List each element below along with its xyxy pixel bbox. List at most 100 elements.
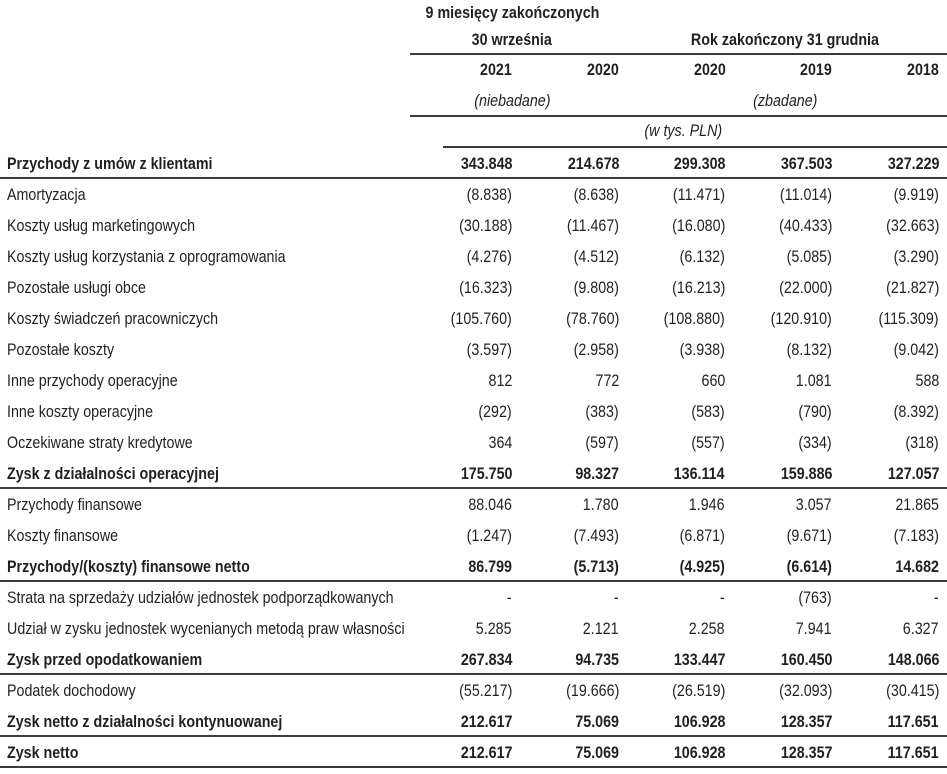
value-text: 660 (701, 371, 725, 390)
table-row: Udział w zysku jednostek wycenianych met… (0, 613, 947, 644)
row-value-col-3: (6.871) (618, 520, 725, 551)
row-label: Strata na sprzedaży udziałów jednostek p… (7, 582, 467, 613)
row-value-col-3: (583) (618, 396, 725, 427)
value-text: 117.651 (888, 743, 939, 762)
row-value-col-2: (5.713) (512, 551, 619, 582)
value-text: 212.617 (460, 743, 512, 762)
value-text: (30.188) (458, 216, 512, 235)
row-value-col-4: (763) (725, 582, 832, 613)
value-text: 367.503 (780, 154, 832, 173)
table-row: Zysk z działalności operacyjnej 175.750 98… (0, 458, 947, 489)
value-text: (7.493) (573, 526, 619, 545)
row-label-text: Oczekiwane straty kredytowe (7, 433, 193, 452)
row-label-text: Zysk netto z działalności kontynuowanej (7, 712, 283, 731)
row-value-col-3: 106.928 (618, 706, 725, 737)
value-text: 214.678 (567, 154, 619, 173)
value-text: (597) (585, 433, 619, 452)
table-row: Pozostałe usługi obce (16.323) (9.808) (16.… (0, 272, 947, 303)
row-value-col-5: 127.057 (832, 458, 939, 489)
table-row: Strata na sprzedaży udziałów jednostek p… (0, 582, 947, 613)
row-label: Udział w zysku jednostek wycenianych met… (7, 613, 480, 644)
value-text: (19.666) (565, 681, 619, 700)
value-text: 2.121 (583, 619, 619, 638)
value-text: 267.834 (460, 650, 512, 669)
row-value-col-4: 128.357 (725, 737, 832, 768)
row-label: Inne przychody operacyjne (7, 365, 210, 396)
table-row: Zysk przed opodatkowaniem 267.834 94.735 13… (0, 644, 947, 675)
row-value-col-1: (105.760) (405, 303, 512, 334)
value-text: 128.357 (780, 743, 832, 762)
row-value-col-2: - (512, 582, 619, 613)
row-label: Zysk netto z działalności kontynuowanej (7, 706, 335, 737)
row-value-col-1: 343.848 (405, 148, 512, 179)
value-text: 7.941 (796, 619, 832, 638)
value-text: 94.735 (575, 650, 619, 669)
value-text: (583) (691, 402, 725, 421)
table-row: Oczekiwane straty kredytowe 364 (597) (557)… (0, 427, 947, 458)
row-label: Amortyzacja (7, 179, 101, 210)
row-value-col-1: (1.247) (405, 520, 512, 551)
row-value-col-2: 214.678 (512, 148, 619, 179)
value-text: 127.057 (887, 464, 939, 483)
row-label-text: Podatek dochodowy (7, 681, 136, 700)
row-label: Pozostałe koszty (7, 334, 135, 365)
value-text: 772 (595, 371, 619, 390)
value-text: (6.132) (679, 247, 725, 266)
table-row: Zysk netto z działalności kontynuowanej 2… (0, 706, 947, 737)
value-text: 2.258 (689, 619, 725, 638)
row-label-text: Koszty usług marketingowych (7, 216, 196, 235)
row-value-col-2: 98.327 (512, 458, 619, 489)
value-text: 128.357 (780, 712, 832, 731)
value-text: (105.760) (450, 309, 512, 328)
value-text: 5.285 (476, 619, 512, 638)
row-value-col-4: (790) (725, 396, 832, 427)
row-value-col-1: 5.285 (405, 613, 512, 644)
value-text: 588 (915, 371, 939, 390)
value-text: (21.827) (885, 278, 939, 297)
row-value-col-5: 21.865 (832, 489, 939, 520)
row-label-text: Przychody finansowe (7, 495, 142, 514)
audited-note: (zbadane) (625, 91, 945, 111)
row-value-col-4: 159.886 (725, 458, 832, 489)
row-value-col-4: 1.081 (725, 365, 832, 396)
unit-note: (w tys. PLN) (443, 121, 923, 141)
row-value-col-2: 1.780 (512, 489, 619, 520)
year-label: 2019 (800, 60, 832, 79)
table-row: Koszty świadczeń pracowniczych (105.760) (… (0, 303, 947, 334)
row-value-col-3: (557) (618, 427, 725, 458)
row-value-col-2: (2.958) (512, 334, 619, 365)
value-text: 117.651 (888, 712, 939, 731)
row-label: Koszty usług korzystania z oprogramowani… (7, 241, 339, 272)
value-text: 212.617 (460, 712, 512, 731)
row-value-col-2: 75.069 (512, 737, 619, 768)
row-value-col-2: (11.467) (512, 210, 619, 241)
row-label: Zysk przed opodatkowaniem (7, 644, 239, 675)
row-label-text: Strata na sprzedaży udziałów jednostek p… (7, 588, 394, 607)
row-value-col-3: 106.928 (618, 737, 725, 768)
value-text: 6.327 (903, 619, 939, 638)
row-value-col-5: 327.229 (832, 148, 939, 179)
row-value-col-3: (16.080) (618, 210, 725, 241)
row-label: Koszty świadczeń pracowniczych (7, 303, 258, 334)
value-text: (78.760) (565, 309, 619, 328)
value-text: - (614, 588, 619, 607)
year-col-1: 2021 (405, 60, 512, 80)
row-label: Zysk netto (7, 737, 92, 768)
row-value-col-3: (108.880) (618, 303, 725, 334)
row-label-text: Amortyzacja (7, 185, 86, 204)
row-value-col-4: 128.357 (725, 706, 832, 737)
value-text: (108.880) (663, 309, 725, 328)
year-label: 2018 (907, 60, 939, 79)
value-text: (318) (905, 433, 939, 452)
row-label: Oczekiwane straty kredytowe (7, 427, 228, 458)
row-value-col-1: (30.188) (405, 210, 512, 241)
row-value-col-1: 175.750 (405, 458, 512, 489)
unit-label: (w tys. PLN) (644, 121, 722, 140)
table-row: Zysk netto 212.617 75.069 106.928 128.357 117… (0, 737, 947, 768)
table-row: Koszty finansowe (1.247) (7.493) (6.871) (9.… (0, 520, 947, 551)
row-value-col-2: (19.666) (512, 675, 619, 706)
value-text: 106.928 (673, 712, 725, 731)
row-value-col-5: 588 (832, 365, 939, 396)
row-label: Podatek dochodowy (7, 675, 160, 706)
row-value-col-5: 117.651 (832, 737, 939, 768)
